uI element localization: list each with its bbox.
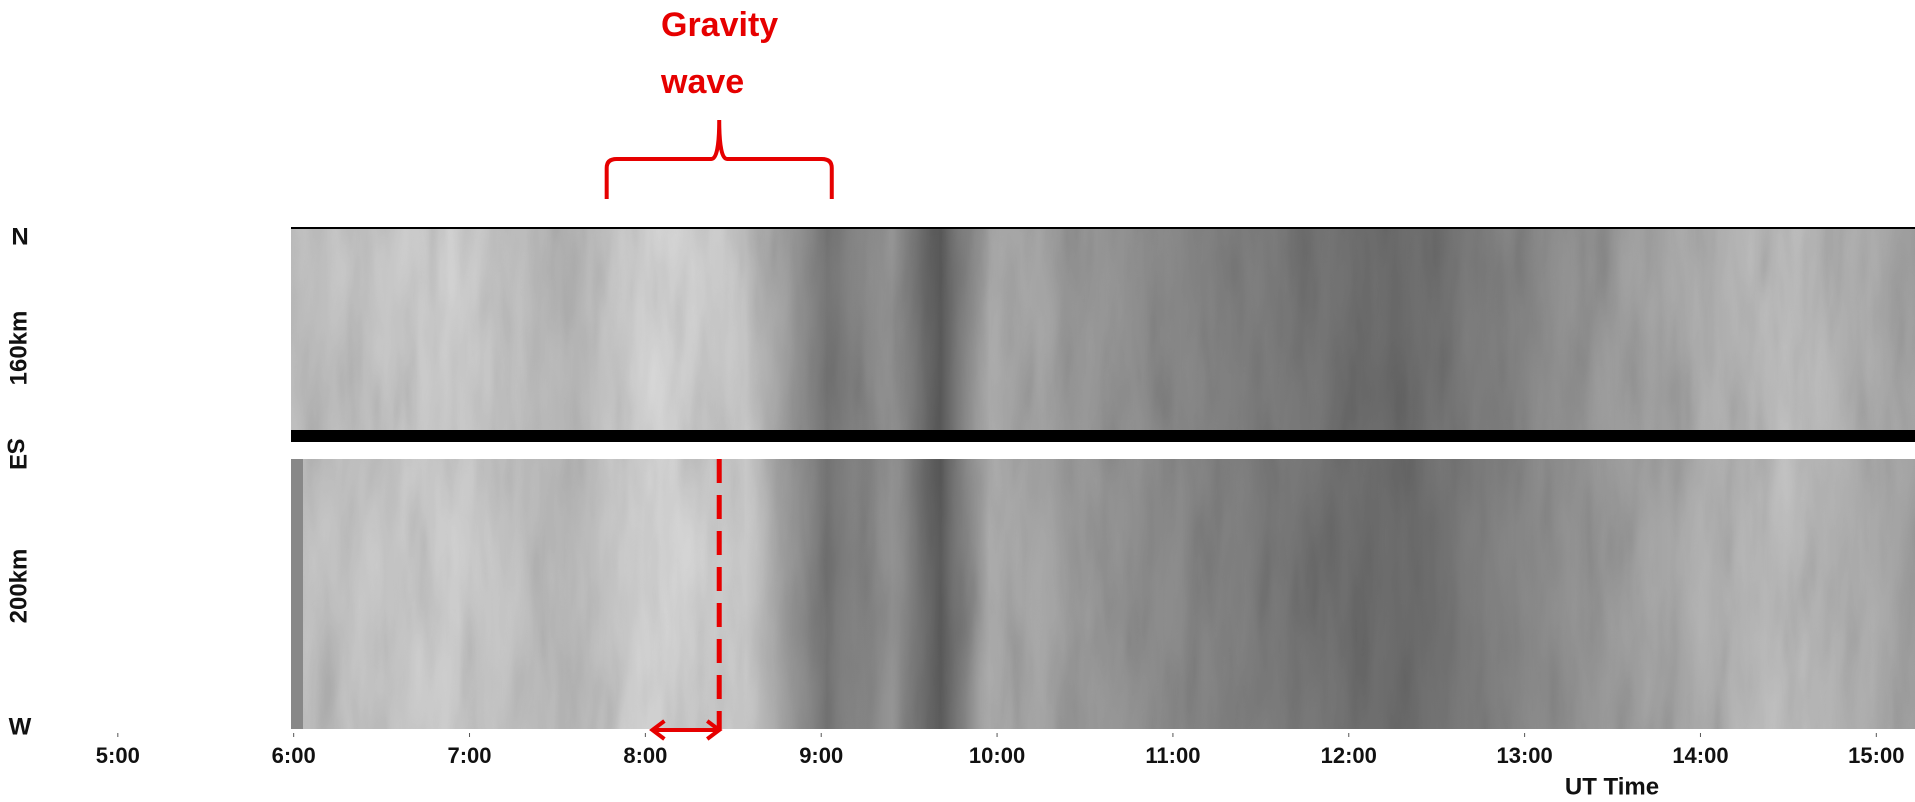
chart: N 160km S E 200km W UT Time 5:00 6:00 7:00… xyxy=(0,0,1915,802)
x-tick-label: 12:00 xyxy=(1321,743,1377,768)
annotation-text: Gravity xyxy=(661,6,778,44)
west-label: W xyxy=(9,713,32,740)
annotation-bracket xyxy=(607,120,832,199)
x-tick-label: 8:00 xyxy=(623,743,667,768)
x-tick-label: 7:00 xyxy=(447,743,491,768)
south-label: S xyxy=(2,438,29,454)
bottom-panel xyxy=(291,459,1915,729)
x-tick-label: 15:00 xyxy=(1848,743,1904,768)
east-label: E xyxy=(5,454,32,470)
x-tick-label: 14:00 xyxy=(1672,743,1728,768)
x-tick-label: 9:00 xyxy=(799,743,843,768)
top-panel-label: 160km xyxy=(5,311,32,386)
north-label: N xyxy=(11,223,28,250)
x-axis-label: UT Time xyxy=(1565,773,1659,800)
x-tick-label: 11:00 xyxy=(1145,743,1200,768)
top-panel xyxy=(291,227,1915,430)
annotation-text: wave xyxy=(660,63,744,101)
x-tick-label: 6:00 xyxy=(272,743,316,768)
bottom-panel-label: 200km xyxy=(5,549,32,624)
x-tick-label: 10:00 xyxy=(969,743,1025,768)
x-tick-label: 13:00 xyxy=(1496,743,1552,768)
separator xyxy=(291,430,1915,442)
x-tick-label: 5:00 xyxy=(96,743,140,768)
